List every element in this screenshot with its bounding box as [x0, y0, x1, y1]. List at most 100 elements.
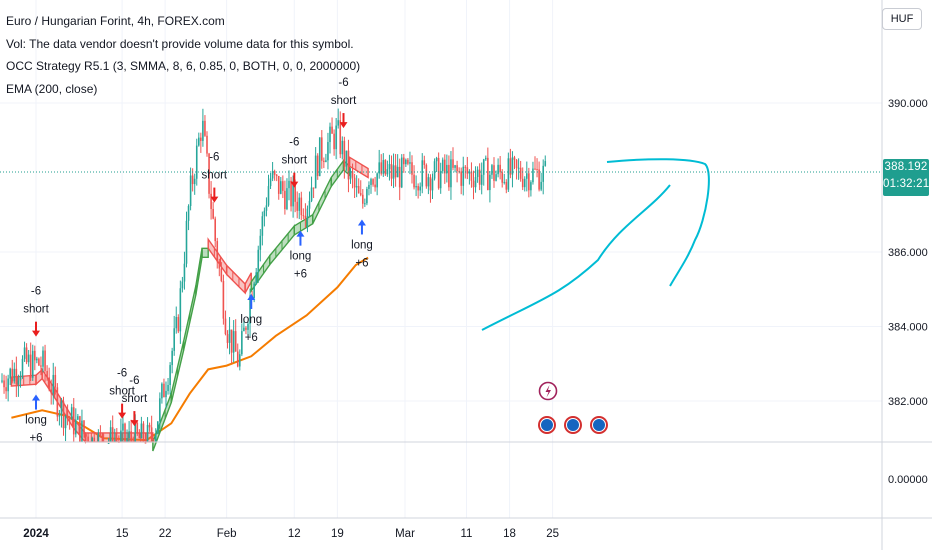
candle-body — [495, 174, 497, 181]
last-price-value: 388.192 — [884, 161, 928, 173]
candle-body — [40, 365, 42, 367]
signal-qty: -6 — [338, 77, 348, 89]
candle-body — [226, 334, 229, 343]
user-drawings — [481, 158, 710, 331]
candle-body — [497, 164, 499, 175]
candle-body — [464, 166, 467, 168]
candle-body — [378, 162, 380, 174]
time-tick-label: 11 — [461, 528, 473, 540]
candle-body — [70, 407, 73, 420]
candle-body — [255, 272, 257, 284]
candle-body — [321, 137, 323, 161]
candle-body — [302, 215, 305, 217]
time-tick-label: 25 — [546, 528, 559, 540]
candle-body — [509, 158, 512, 175]
candle-body — [423, 160, 426, 165]
strategy-indicator-label[interactable]: OCC Strategy R5.1 (3, SMMA, 8, 6, 0.85, … — [6, 59, 361, 73]
symbol-title[interactable]: Euro / Hungarian Forint, 4h, FOREX.com — [6, 14, 225, 28]
trend-drawing-arc — [606, 158, 710, 287]
candle-body — [146, 424, 149, 442]
candle-body — [159, 398, 161, 422]
candle-body — [216, 241, 219, 262]
candle-body — [13, 368, 16, 382]
candle-body — [52, 374, 55, 394]
trend-drawing-curve — [481, 184, 671, 331]
candle-body — [212, 208, 214, 219]
candle-body — [222, 280, 225, 319]
candle-body — [241, 331, 243, 355]
candle-body — [493, 165, 495, 181]
candle-body — [544, 161, 547, 166]
candle-body — [368, 184, 370, 189]
candle-body — [265, 205, 268, 211]
candle-body — [171, 350, 173, 366]
candle-body — [353, 177, 356, 188]
candle-body — [191, 175, 194, 185]
signal-label: short — [282, 155, 308, 167]
candle-body — [351, 170, 354, 178]
candle-body — [403, 157, 405, 165]
candle-body — [370, 179, 372, 185]
candle-body — [417, 186, 419, 191]
candle-body — [308, 200, 311, 209]
candle-body — [198, 137, 200, 146]
candle-body — [487, 157, 489, 191]
candle-body — [398, 166, 401, 188]
ema-indicator-label[interactable]: EMA (200, close) — [6, 81, 98, 96]
candle-body — [181, 281, 184, 289]
candle-body — [177, 316, 180, 332]
candle-body — [388, 164, 391, 170]
signal-short: -6 short — [202, 152, 228, 203]
currency-button[interactable]: HUF — [882, 8, 922, 30]
signal-label: long — [290, 251, 312, 263]
candle-body — [304, 215, 307, 220]
candle-body — [454, 165, 456, 168]
candle-body — [345, 150, 348, 167]
candle-body — [167, 384, 169, 392]
time-tick-label: Mar — [395, 528, 415, 540]
candle-body — [489, 174, 491, 191]
candle-body — [91, 437, 93, 442]
time-tick-label: 18 — [503, 528, 516, 540]
candle-body — [3, 380, 5, 388]
candle-body — [300, 197, 303, 216]
candle-body — [470, 171, 473, 181]
candle-body — [411, 162, 413, 175]
bar-countdown: 01:32:21 — [883, 178, 930, 190]
candle-body — [81, 420, 83, 442]
short-arrow-head — [290, 181, 299, 188]
candle-body — [79, 416, 81, 442]
candle-body — [429, 177, 432, 191]
candle-body — [286, 188, 288, 210]
candle-body — [56, 387, 59, 417]
candle-body — [485, 157, 487, 160]
candle-body — [390, 164, 393, 179]
candle-body — [339, 120, 342, 155]
candle-body — [85, 434, 87, 437]
last-price-badge: 388.192 01:32:21 — [883, 159, 929, 196]
candle-body — [77, 416, 79, 420]
candle-body — [208, 153, 210, 194]
ema-200-path — [11, 256, 369, 442]
candle-body — [277, 175, 280, 194]
signal-qty: +6 — [294, 269, 307, 281]
candle-body — [144, 442, 147, 444]
candle-body — [296, 201, 298, 211]
candle-body — [441, 159, 444, 172]
time-tick-label: 19 — [331, 528, 344, 540]
candle-body — [400, 157, 403, 188]
grid — [0, 0, 882, 518]
candle-body — [466, 167, 469, 174]
candle-body — [206, 135, 208, 154]
candle-body — [372, 179, 374, 185]
candle-body — [142, 423, 145, 442]
candle-body — [333, 133, 335, 150]
volume-indicator-label[interactable]: Vol: The data vendor doesn't provide vol… — [6, 36, 354, 51]
candle-body — [113, 440, 116, 442]
candle-body — [491, 165, 493, 175]
ema-200-line — [11, 256, 369, 442]
candle-body — [421, 160, 424, 187]
candle-body — [312, 187, 315, 189]
candle-body — [58, 415, 61, 417]
